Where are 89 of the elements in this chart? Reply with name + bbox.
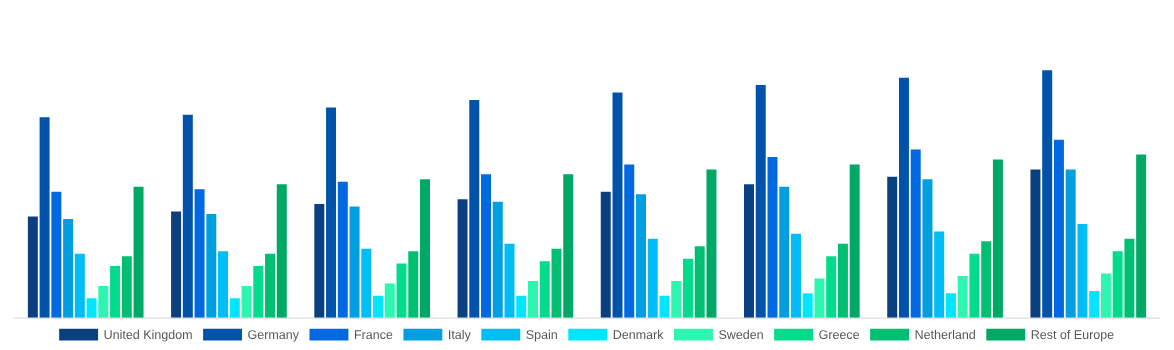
- bar: [934, 231, 945, 319]
- bar: [957, 276, 968, 319]
- bar: [636, 194, 646, 319]
- bar: [539, 261, 550, 319]
- bar: [1112, 251, 1123, 319]
- bar: [528, 280, 538, 319]
- bar: [1053, 139, 1064, 319]
- bar: [945, 293, 956, 319]
- bar: [624, 164, 635, 319]
- bar: [206, 214, 217, 319]
- bar: [171, 211, 182, 319]
- bar: [1030, 169, 1041, 319]
- bar: [898, 77, 909, 319]
- legend-label: Spain: [526, 329, 557, 342]
- legend-label: France: [354, 330, 393, 340]
- bar: [420, 179, 430, 319]
- bar: [1136, 154, 1147, 319]
- bar: [39, 117, 50, 319]
- bar: [504, 243, 515, 319]
- legend-label: Sweden: [719, 329, 763, 340]
- bar: [326, 107, 337, 319]
- bar: [265, 253, 276, 319]
- bar: [314, 204, 325, 319]
- bar: [1124, 238, 1135, 319]
- bar: [694, 246, 705, 319]
- bar: [51, 191, 62, 319]
- bar: [563, 174, 574, 319]
- bar: [682, 258, 693, 319]
- legend-label: Netherland: [915, 329, 975, 340]
- legend-label: Rest of Europe: [1031, 329, 1114, 342]
- bar: [337, 181, 348, 319]
- bar: [969, 253, 980, 319]
- bar: [253, 266, 264, 319]
- bar: [182, 114, 193, 319]
- bar: [600, 191, 611, 319]
- bar: [647, 238, 658, 319]
- bar: [133, 186, 144, 319]
- legend-label: Germany: [248, 330, 299, 342]
- legend-label: Greece: [819, 330, 860, 340]
- bar: [384, 283, 395, 319]
- legend-label: United Kingdom: [104, 329, 192, 342]
- bar: [276, 184, 287, 319]
- bar: [767, 157, 778, 319]
- bar: [981, 241, 992, 319]
- bar: [229, 298, 240, 319]
- bar: [1077, 223, 1088, 319]
- bar: [849, 164, 860, 319]
- bar: [121, 256, 132, 319]
- bar: [922, 179, 933, 319]
- bar: [516, 295, 527, 319]
- bar: [1042, 70, 1053, 319]
- bar: [241, 285, 252, 319]
- bar: [814, 278, 825, 319]
- bar: [779, 186, 790, 319]
- bar: [396, 263, 407, 319]
- bar: [492, 201, 503, 319]
- bar: [802, 293, 813, 319]
- bar: [992, 159, 1003, 319]
- bar: [74, 253, 85, 319]
- bar: [1089, 290, 1100, 319]
- bar: [910, 149, 921, 319]
- legend-label: Italy: [449, 329, 471, 342]
- bar: [218, 251, 229, 319]
- bar: [194, 189, 205, 319]
- bar: [744, 184, 754, 319]
- bar: [659, 295, 670, 319]
- bar: [86, 298, 97, 319]
- bar: [27, 216, 38, 319]
- bar: [469, 99, 480, 319]
- bar: [612, 92, 623, 319]
- bar: [98, 285, 109, 319]
- bar: [671, 280, 682, 319]
- bar: [1065, 169, 1076, 319]
- bar: [349, 206, 360, 319]
- bar: [361, 248, 372, 319]
- legend-label: Denmark: [613, 329, 664, 340]
- bar: [837, 243, 848, 319]
- bar: [481, 174, 492, 319]
- bar: [110, 266, 121, 319]
- bar: [408, 251, 419, 319]
- bar: [887, 176, 898, 319]
- bar: [1100, 273, 1111, 319]
- bar: [755, 85, 766, 319]
- bar: [63, 218, 74, 319]
- bar: [706, 169, 717, 319]
- bar: [790, 233, 801, 319]
- bar: [457, 199, 468, 319]
- bar: [373, 295, 384, 319]
- bar: [826, 256, 837, 319]
